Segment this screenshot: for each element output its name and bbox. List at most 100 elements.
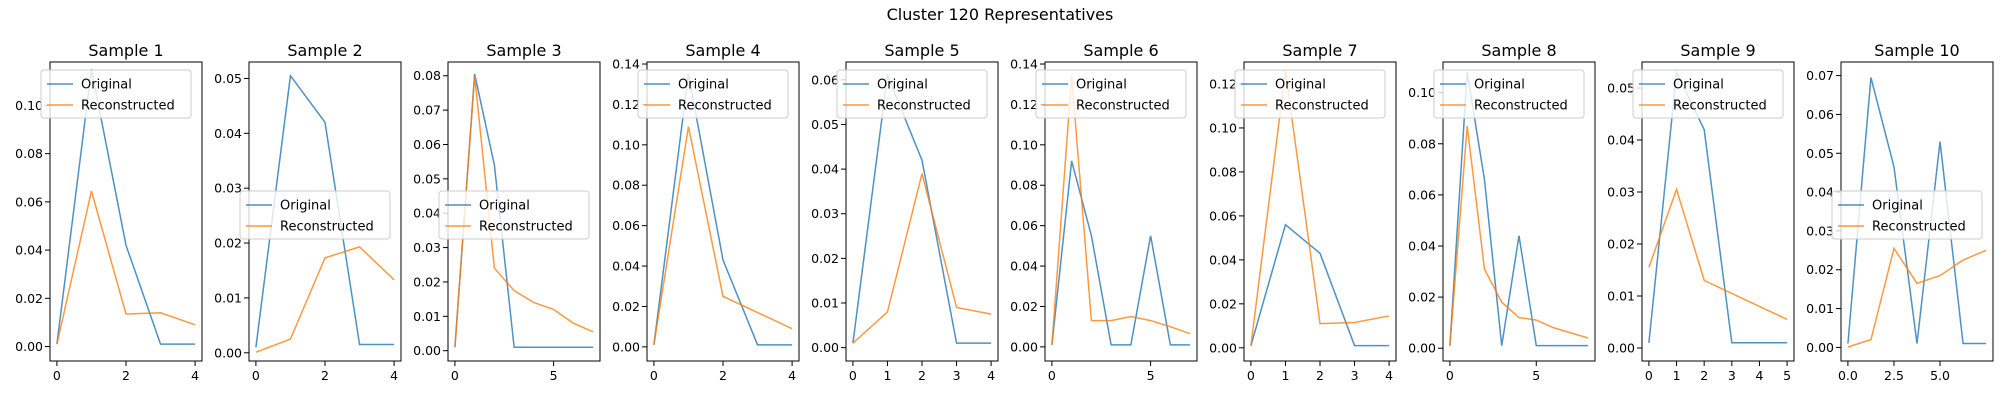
legend-label: Reconstructed [479,220,573,235]
y-tick-label: 0.05 [1607,81,1635,96]
subplot-5: Sample 5 0 1 2 3 4 0.00 0.01 0.02 0.03 0.04 0.05 0.0… [811,41,999,383]
y-tick-label: 0.02 [1806,262,1834,277]
y-tick-label: 0.02 [1408,290,1436,305]
y-tick-label: 0.04 [214,126,242,141]
legend-label: Reconstructed [877,99,971,114]
subplot-title: Sample 8 [1481,41,1556,60]
series-line-original [653,73,793,346]
subplot-title: Sample 2 [287,41,362,60]
legend-label: Original [877,78,928,93]
axes-frame [1442,61,1596,362]
y-tick-label: 0.03 [214,181,242,196]
x-tick-label: 1 [1281,368,1289,383]
legend-label: Reconstructed [678,99,772,114]
x-tick-label: 0 [1645,368,1653,383]
x-tick-label: 3 [1351,368,1359,383]
y-tick-label: 0.01 [811,295,839,310]
x-tick-label: 4 [788,368,796,383]
y-tick-label: 0.02 [1209,296,1237,311]
y-tick-label: 0.00 [1209,340,1237,355]
subplot-1: Sample 10 2 40.000.020.040.060.080.10Origi… [15,41,203,383]
x-tick-label: 0.0 [1838,368,1858,383]
y-tick-label: 0.00 [612,339,640,354]
y-tick-label: 0.05 [214,71,242,86]
y-tick-label: 0.04 [15,243,43,258]
legend-label: Original [1275,78,1326,93]
legend-box [1632,69,1784,119]
legend-label: Reconstructed [1872,220,1966,235]
series-line-reconstructed [454,75,594,348]
legend: Original Reconstructed [1831,190,1983,240]
series-line-original [56,69,196,345]
subplot-title: Sample 10 [1874,41,1959,60]
y-tick-label: 0.03 [1607,185,1635,200]
y-tick-label: 0.00 [15,339,43,354]
legend: Original Reconstructed [637,69,789,119]
legend: Original Reconstructed [438,190,590,240]
y-tick-label: 0.02 [612,299,640,314]
legend-box [637,69,789,119]
legend-label: Reconstructed [1673,99,1767,114]
y-tick-label: 0.02 [1607,237,1635,252]
series-line-original [1847,77,1987,345]
series-line-reconstructed [1648,186,1788,321]
x-tick-label: 3 [1728,368,1736,383]
y-tick-label: 0.02 [15,291,43,306]
series-line-reconstructed [1250,70,1390,346]
x-tick-label: 0 [1446,368,1454,383]
x-tick-label: 0 [252,368,260,383]
y-tick-label: 0.02 [811,251,839,266]
y-tick-label: 0.03 [413,240,441,255]
subplot-title: Sample 6 [1083,41,1158,60]
x-tick-label: 5 [550,368,558,383]
y-tick-label: 0.04 [1010,259,1038,274]
x-tick-label: 4 [390,368,398,383]
y-tick-label: 0.04 [1607,133,1635,148]
subplot-8: Sample 80 50.000.020.040.060.080.10Origin… [1408,41,1596,383]
y-tick-label: 0.04 [1209,252,1237,267]
y-tick-label: 0.02 [1010,299,1038,314]
subplot-9: Sample 90 1 2 3 4 50.000.010.020.030.040.05 Or… [1607,41,1795,383]
y-tick-label: 0.02 [413,274,441,289]
y-tick-label: 0.00 [1010,339,1038,354]
legend-box [1234,69,1386,119]
x-tick-label: 4 [1755,368,1763,383]
subplots: Sample 10 2 40.000.020.040.060.080.10Origi… [15,41,1994,383]
subplot-title: Sample 4 [685,41,760,60]
y-tick-label: 0.05 [1806,146,1834,161]
x-tick-label: 4 [987,368,995,383]
subplot-7: Sample 7 0 1 2 3 4 0.00 0.02 0.04 0.06 0.08 0.10 0.1… [1209,41,1397,383]
legend-label: Original [81,78,132,93]
x-tick-label: 3 [953,368,961,383]
x-tick-label: 1 [883,368,891,383]
y-tick-label: 0.10 [1010,137,1038,152]
y-tick-label: 0.00 [1607,341,1635,356]
x-tick-label: 0 [1048,368,1056,383]
y-tick-label: 0.01 [214,290,242,305]
y-tick-label: 0.06 [1209,208,1237,223]
figure-title: Cluster 120 Representatives [887,5,1114,24]
x-tick-label: 4 [1385,368,1393,383]
y-tick-label: 0.03 [1806,223,1834,238]
x-tick-label: 2 [918,368,926,383]
y-tick-label: 0.07 [1806,68,1834,83]
y-tick-label: 0.05 [413,171,441,186]
legend: Original Reconstructed [239,190,391,240]
y-tick-label: 0.02 [214,236,242,251]
subplot-title: Sample 1 [88,41,163,60]
series-line-original [852,72,992,344]
subplot-2: Sample 2 0 2 4 0.00 0.01 0.02 0.03 0.04 0.05 Origi… [214,41,402,383]
subplot-6: Sample 6 0 5 0.00 0.02 0.04 0.06 0.08 0.10 0.12 0.… [1010,41,1198,383]
legend-box [1433,69,1585,119]
y-tick-label: 0.04 [413,206,441,221]
y-tick-label: 0.06 [413,137,441,152]
y-tick-label: 0.14 [612,57,640,72]
y-tick-label: 0.10 [1408,85,1436,100]
legend-box [239,190,391,240]
legend: Original Reconstructed [1433,69,1585,119]
legend: Original Reconstructed [1632,69,1784,119]
y-tick-label: 0.01 [413,309,441,324]
x-tick-label: 5.0 [1930,368,1950,383]
legend-label: Original [1474,78,1525,93]
legend-box [1035,69,1187,119]
